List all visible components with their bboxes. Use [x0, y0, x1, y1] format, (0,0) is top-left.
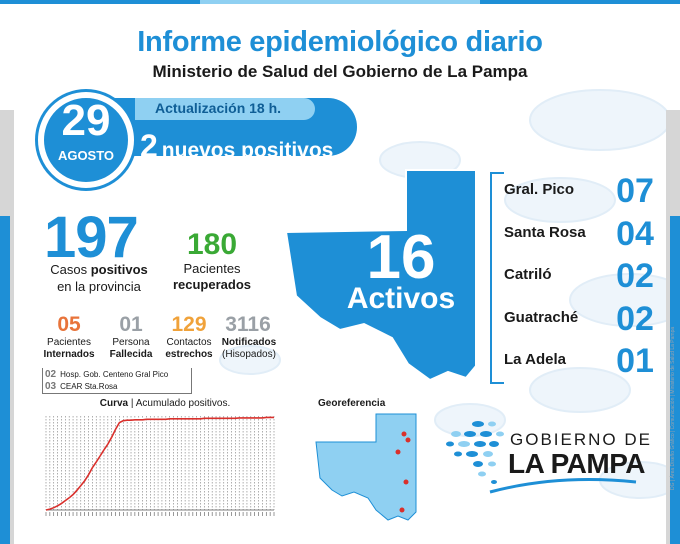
locality-value: 07 — [616, 172, 654, 210]
stat-value: 3116 — [225, 313, 271, 336]
locality-value: 02 — [616, 300, 654, 338]
locality-name: Guatraché — [504, 309, 579, 326]
logo-swoosh — [489, 478, 637, 494]
hospital-breakdown-box — [42, 368, 192, 394]
design-credit: DG | Área Diseño Gráfico | Comunicación … — [670, 326, 676, 490]
geo-point — [399, 507, 405, 513]
geo-point — [405, 437, 411, 443]
chart-series-line — [45, 416, 274, 511]
recovered-label-line2: recuperados — [172, 277, 252, 292]
stat-notificados: 3116 — [216, 313, 280, 337]
hospital-row: 03 CEAR Sta.Rosa — [45, 381, 117, 392]
georeference-title: Georeferencia — [318, 398, 386, 409]
total-cases-label: Casos positivos — [44, 262, 154, 277]
locality-name: Catriló — [504, 266, 552, 283]
hospital-name: CEAR Sta.Rosa — [60, 382, 118, 391]
stat-value: 05 — [57, 313, 81, 336]
new-positives-text: nuevos positivos — [161, 139, 334, 162]
stat-contactos-line2: estrechos — [165, 349, 213, 360]
geo-point — [395, 449, 401, 455]
date-day: 29 — [61, 96, 111, 145]
stat-internados-line1: Pacientes — [47, 337, 91, 348]
total-cases-label-line2: en la provincia — [57, 279, 141, 294]
logo-text-line1: GOBIERNO DE — [510, 430, 652, 449]
locality-value: 04 — [616, 215, 654, 253]
stat-notificados-line2: (Hisopados) — [222, 349, 276, 360]
update-tab — [135, 98, 315, 120]
total-label-prefix: Casos — [50, 262, 91, 277]
stat-notificados-line1: Notificados — [221, 337, 277, 348]
geo-point — [403, 479, 409, 485]
stat-contactos: 129 — [164, 313, 214, 337]
georeference-map — [315, 413, 417, 521]
top-stripe — [0, 0, 680, 4]
active-cases-label: Activos — [346, 282, 456, 315]
curve-title: Curva | Acumulado positivos. — [50, 398, 280, 409]
hospital-row: 02 Hosp. Gob. Centeno Gral Pico — [45, 369, 168, 380]
recovered-count: 180 — [186, 228, 238, 261]
la-pampa-map — [284, 169, 477, 382]
hospital-count: 02 — [45, 369, 57, 380]
curve-title-rest: | Acumulado positivos. — [128, 398, 231, 409]
geo-point — [401, 431, 407, 437]
stat-fallecida-line2: Fallecida — [109, 349, 153, 360]
locality-value: 02 — [616, 257, 654, 295]
date-badge — [38, 92, 134, 188]
stat-internados-line2: Internados — [43, 349, 95, 360]
curve-chart — [45, 416, 275, 516]
active-cases-count: 16 — [366, 223, 436, 292]
locality-name: La Adela — [504, 351, 566, 368]
stat-value: 129 — [171, 313, 207, 336]
stat-value: 01 — [119, 313, 143, 336]
stat-fallecida-line1: Persona — [112, 337, 150, 348]
locality-name: Gral. Pico — [504, 181, 575, 198]
locality-name: Santa Rosa — [504, 224, 586, 241]
total-cases-count: 197 — [44, 205, 139, 270]
update-time-label: Actualización 18 h. — [155, 100, 282, 116]
locality-value: 01 — [616, 342, 654, 380]
curve-title-bold: Curva — [99, 398, 129, 409]
stat-contactos-line1: Contactos — [166, 337, 212, 348]
gobierno-logo-icon — [446, 421, 504, 484]
total-label-bold: positivos — [90, 262, 148, 277]
date-month: AGOSTO — [57, 148, 115, 163]
hospital-count: 03 — [45, 381, 57, 392]
localities-bracket — [490, 172, 504, 384]
recovered-label-line1: Pacientes — [183, 261, 241, 276]
page-subtitle: Ministerio de Salud del Gobierno de La P… — [152, 62, 528, 81]
page-title: Informe epidemiológico diario — [137, 26, 543, 58]
stat-internados: 05 — [48, 313, 90, 337]
new-positives-label: 2 nuevos positivos — [140, 128, 333, 165]
logo-text-line2: LA PAMPA — [508, 448, 646, 479]
hospital-name: Hosp. Gob. Centeno Gral Pico — [60, 370, 169, 379]
stat-fallecida: 01 — [110, 313, 152, 337]
new-positives-count: 2 — [140, 128, 158, 164]
